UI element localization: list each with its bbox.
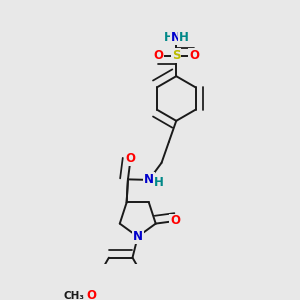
Text: O: O xyxy=(153,49,164,62)
Text: N: N xyxy=(171,31,181,44)
Text: CH₃: CH₃ xyxy=(64,291,85,300)
Text: O: O xyxy=(126,152,136,165)
Text: O: O xyxy=(189,49,199,62)
Text: N: N xyxy=(133,230,143,243)
Text: O: O xyxy=(86,290,96,300)
Text: O: O xyxy=(170,214,180,227)
Text: N: N xyxy=(144,173,154,186)
Text: H: H xyxy=(154,176,164,189)
Text: H: H xyxy=(179,32,188,44)
Text: S: S xyxy=(172,49,181,62)
Text: H: H xyxy=(164,32,174,44)
